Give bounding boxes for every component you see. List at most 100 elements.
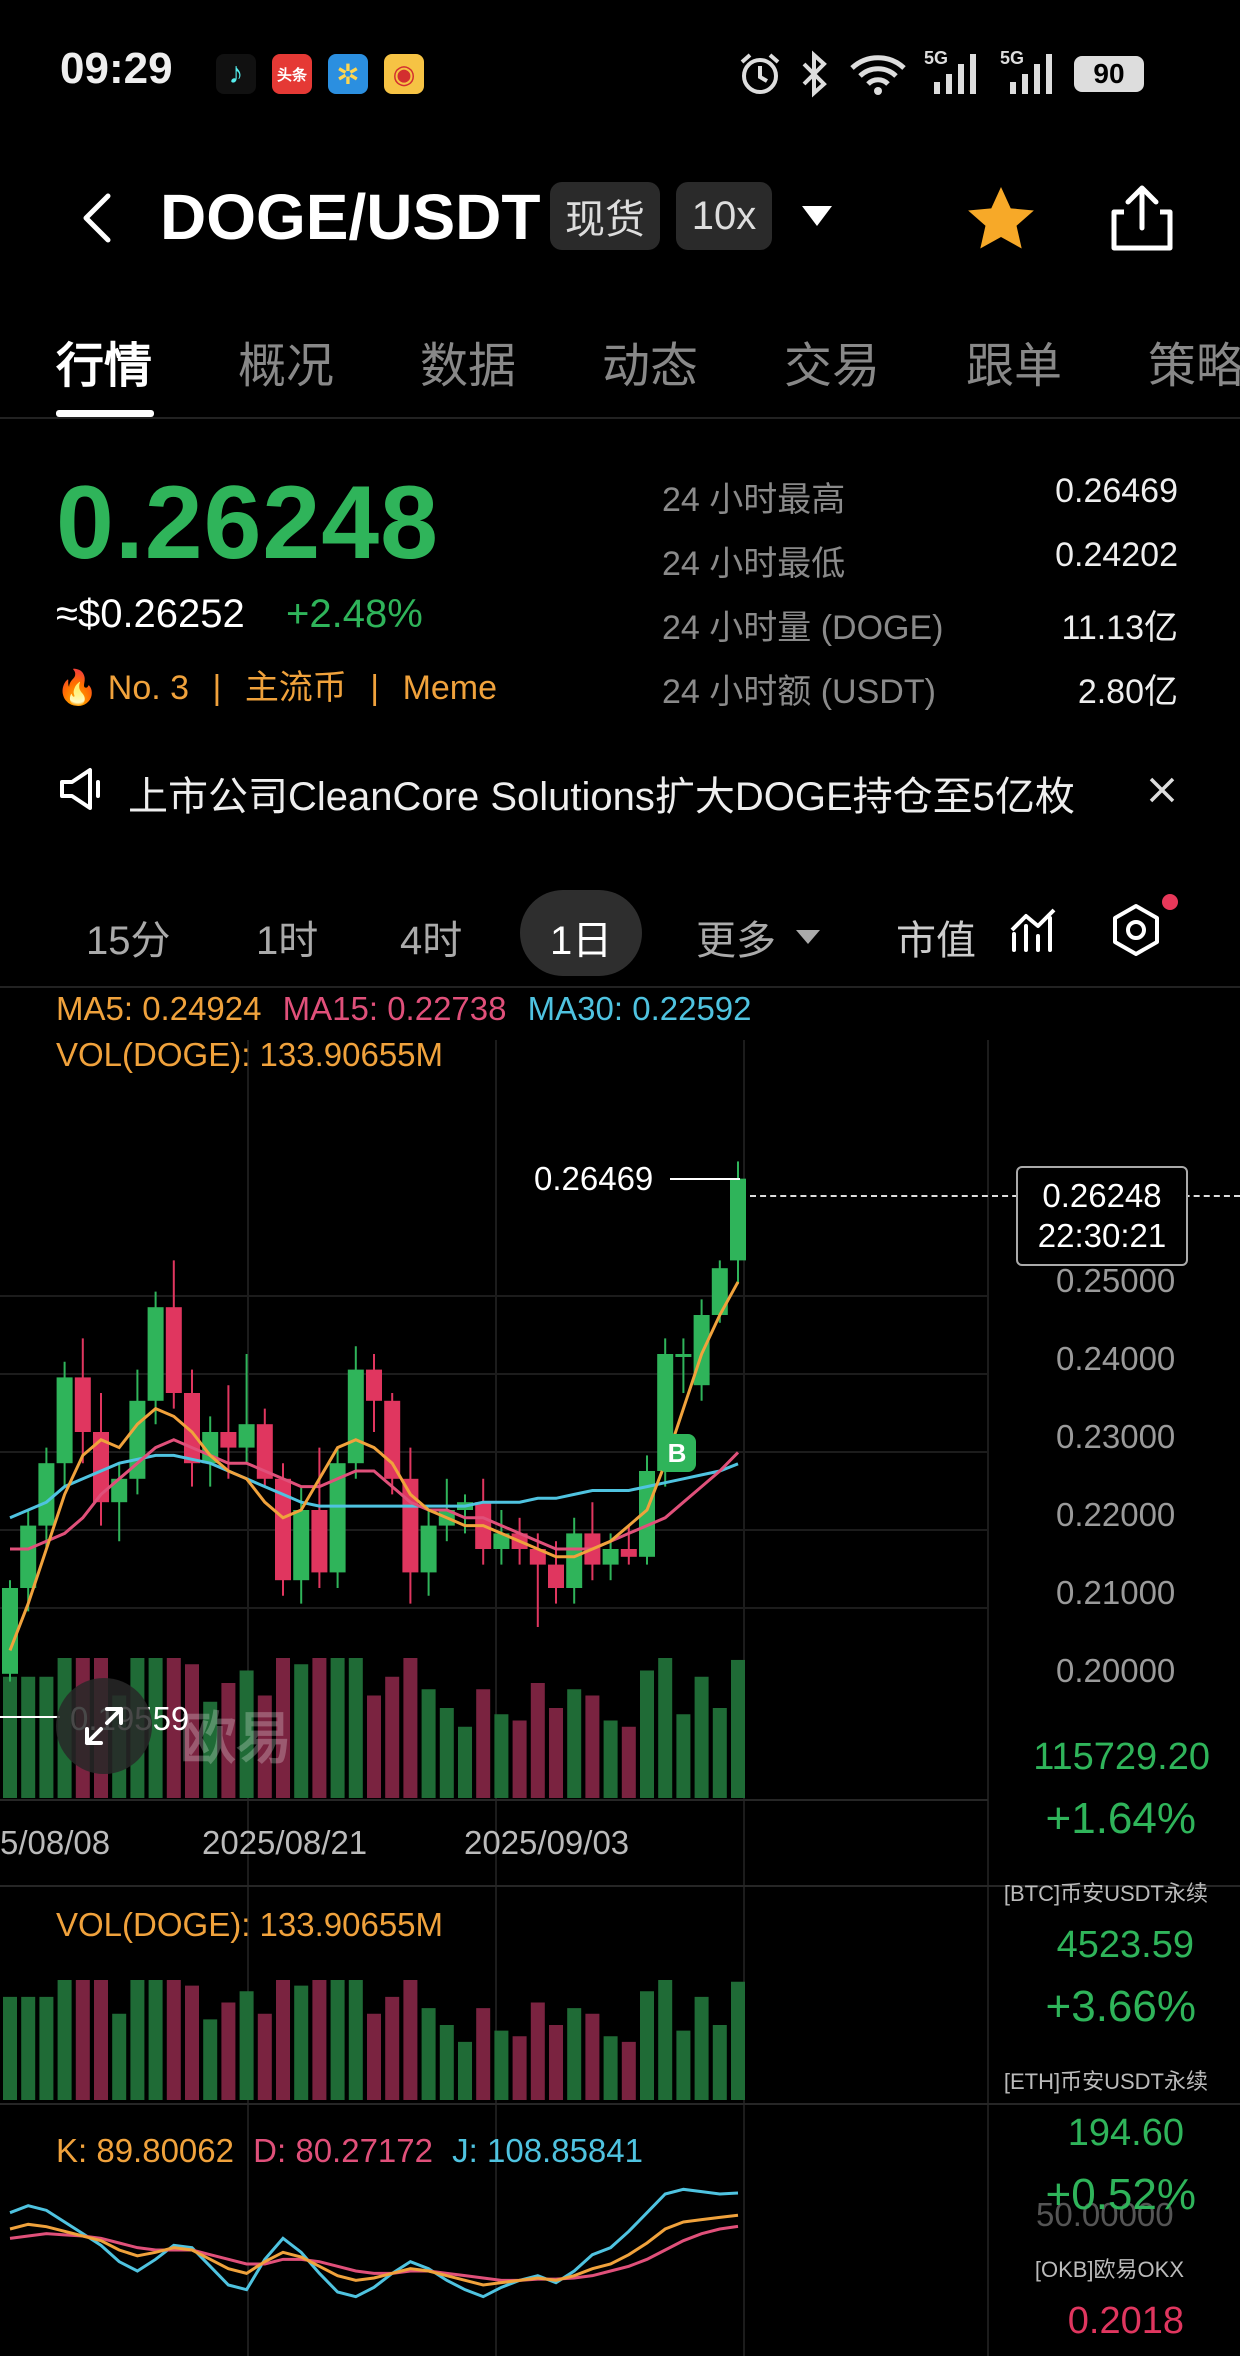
close-icon[interactable] xyxy=(1148,776,1176,804)
volume-bar xyxy=(494,1714,509,1798)
candle-body xyxy=(275,1478,291,1581)
candle-body xyxy=(548,1564,564,1588)
tab-strategy[interactable]: 策略 xyxy=(1148,340,1240,393)
tab-overview[interactable]: 概况 xyxy=(238,340,335,393)
candle-body xyxy=(38,1463,55,1526)
volume-bar xyxy=(185,1985,199,2100)
ticker-btc-change: +1.64% xyxy=(1045,1794,1196,1843)
price-change-pct: +2.48% xyxy=(286,592,423,636)
candlestick-chart[interactable] xyxy=(0,986,1240,2356)
volume-bar xyxy=(731,1659,745,1798)
candle-body xyxy=(311,1510,328,1573)
volume-bar xyxy=(75,1980,90,2100)
volume-bar xyxy=(221,2002,236,2100)
volume-bar xyxy=(476,2008,491,2100)
chart-settings-icon[interactable] xyxy=(1108,902,1164,958)
ma15-label: MA15: 0.22738 xyxy=(282,990,507,1027)
volume-bar xyxy=(312,1980,327,2100)
meme-tag[interactable]: Meme xyxy=(402,669,498,707)
ticker-okb-change: +0.52% xyxy=(1045,2170,1196,2219)
ticker-btc-price[interactable]: 115729.20 xyxy=(1033,1736,1210,1778)
candle-body xyxy=(220,1432,237,1448)
price-axis-label: 0.24000 xyxy=(1056,1340,1176,1377)
ma-legend: MA5: 0.24924 MA15: 0.22738 MA30: 0.22592 xyxy=(56,990,752,1028)
candle-body xyxy=(620,1549,637,1557)
candle-body xyxy=(93,1432,109,1503)
volume-bar xyxy=(348,1658,363,1798)
volume-bar xyxy=(530,1683,545,1798)
okx-watermark: 欧易 xyxy=(180,1707,292,1770)
interval-more[interactable]: 更多 xyxy=(696,919,776,963)
date-axis-label: 2025/09/03 xyxy=(464,1824,630,1861)
ma30-label: MA30: 0.22592 xyxy=(527,990,752,1027)
volume-bar xyxy=(603,2036,618,2100)
candle-body xyxy=(20,1525,37,1588)
status-time: 09:29 xyxy=(60,44,173,93)
price-axis-label: 0.20000 xyxy=(1056,1652,1176,1689)
current-price-box[interactable]: 0.26248 22:30:21 xyxy=(1016,1166,1188,1266)
stat-high-label: 24 小时最高 xyxy=(662,481,846,519)
high-marker-line xyxy=(670,1178,740,1180)
candle-body xyxy=(366,1369,382,1401)
tag-separator: | xyxy=(212,669,222,707)
back-arrow-icon[interactable] xyxy=(78,190,118,246)
candle-body xyxy=(420,1525,437,1573)
volume-bar xyxy=(257,1695,272,1798)
volume-bar xyxy=(621,2041,636,2100)
volume-bar xyxy=(21,1996,36,2100)
volume-bar xyxy=(203,1701,218,1798)
share-icon[interactable] xyxy=(1108,182,1176,254)
kdj-k-line xyxy=(9,2213,739,2287)
market-cap-toggle[interactable]: 市值 xyxy=(896,919,976,963)
ticker-okb-price[interactable]: 194.60 xyxy=(1067,2112,1184,2154)
ma5-line xyxy=(8,1281,740,1651)
candle-body xyxy=(202,1432,219,1464)
favorite-star-icon[interactable] xyxy=(964,184,1038,254)
bluetooth-icon xyxy=(802,50,827,98)
rank-tag[interactable]: No. 3 xyxy=(107,669,190,707)
market-type-chip[interactable]: 现货 xyxy=(550,182,660,250)
volume-bar xyxy=(421,1689,436,1798)
volume-bar xyxy=(512,2036,527,2100)
tab-copy-trading[interactable]: 跟单 xyxy=(966,340,1063,393)
kdj-k-label: K: 89.80062 xyxy=(56,2132,234,2169)
candle-body xyxy=(111,1478,128,1503)
tab-news[interactable]: 动态 xyxy=(602,340,699,393)
pair-title[interactable]: DOGE/USDT xyxy=(160,181,541,253)
current-price-countdown: 22:30:21 xyxy=(1037,1217,1167,1254)
interval-4h[interactable]: 4时 xyxy=(400,919,463,963)
current-price-line xyxy=(750,1195,1240,1197)
volume-bar xyxy=(3,1676,17,1798)
interval-15m[interactable]: 15分 xyxy=(86,919,171,963)
volume-bar xyxy=(148,1658,163,1798)
indicator-chart-icon[interactable] xyxy=(1008,904,1060,956)
buy-marker-badge[interactable]: B xyxy=(658,1434,696,1472)
tab-data[interactable]: 数据 xyxy=(420,340,517,393)
more-dropdown-icon[interactable] xyxy=(794,928,822,946)
mainstream-tag[interactable]: 主流币 xyxy=(244,669,347,707)
candle-body xyxy=(238,1424,255,1448)
fullscreen-button[interactable] xyxy=(56,1678,152,1774)
price-axis-label: 0.25000 xyxy=(1056,1262,1176,1299)
ticker-eth-price[interactable]: 4523.59 xyxy=(1056,1924,1194,1966)
interval-1d[interactable]: 1日 xyxy=(550,919,613,963)
tab-market[interactable]: 行情 xyxy=(56,340,153,393)
candle-body xyxy=(566,1533,583,1588)
interval-divider xyxy=(0,986,1240,988)
interval-1h[interactable]: 1时 xyxy=(256,919,319,963)
ticker-fourth-price[interactable]: 0.2018 xyxy=(1067,2300,1184,2342)
tab-trade[interactable]: 交易 xyxy=(784,340,881,393)
price-axis-label: 0.22000 xyxy=(1056,1496,1176,1533)
volume-bar xyxy=(367,2013,381,2100)
volume-bar xyxy=(166,1658,181,1798)
volume-bar xyxy=(694,1676,709,1798)
volume-bar xyxy=(512,1720,527,1798)
volume-bar xyxy=(185,1664,199,1798)
volume-bar xyxy=(166,1980,181,2100)
news-headline[interactable]: 上市公司CleanCore Solutions扩大DOGE持仓至5亿枚 xyxy=(128,775,1075,819)
volume-bar xyxy=(94,1980,108,2100)
volume-bar xyxy=(403,1658,418,1798)
leverage-chip[interactable]: 10x xyxy=(676,182,772,250)
volume-bar xyxy=(658,1980,673,2100)
pair-dropdown-icon[interactable] xyxy=(800,204,834,228)
